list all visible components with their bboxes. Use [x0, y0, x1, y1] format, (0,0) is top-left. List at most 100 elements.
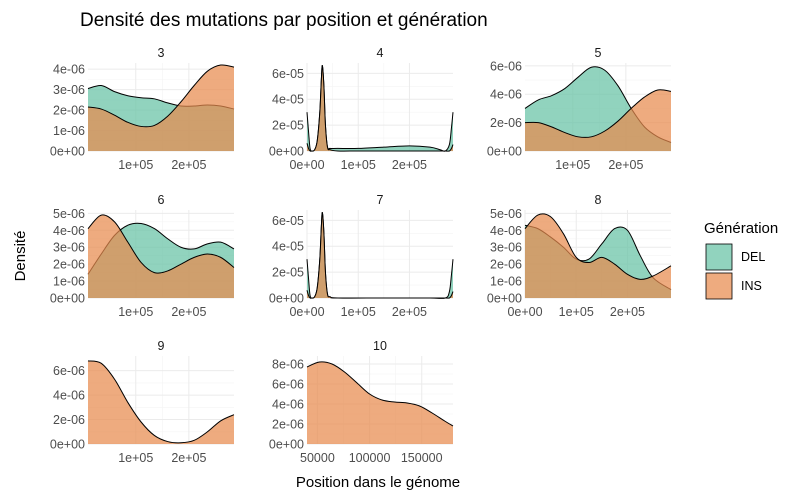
y-tick-label: 4e-06: [272, 398, 304, 412]
density-line-ins: [524, 213, 672, 280]
y-tick-label: 8e-06: [272, 358, 304, 372]
density-area-del: [307, 212, 453, 299]
density-line-del: [306, 65, 454, 152]
y-axis-title: Densité: [12, 231, 29, 282]
y-tick-label: 2e-06: [53, 258, 85, 272]
y-tick-label: 5e-06: [490, 207, 522, 221]
facet-panel-10: 10 50000 100000 150000 0e+00 2e-06 4e-06 6e-06 8…: [269, 339, 454, 465]
legend-label-del: DEL: [741, 250, 765, 264]
y-tick-label: 4e-06: [490, 88, 522, 102]
density-line-del: [306, 212, 454, 299]
x-tick-label: 50000: [300, 451, 335, 465]
y-tick-label: 4e-05: [272, 93, 304, 107]
facet-label: 6: [158, 193, 165, 207]
x-tick-label: 1e+05: [341, 305, 376, 319]
legend-label-ins: INS: [741, 279, 762, 293]
y-tick-label: 0e+00: [269, 292, 304, 306]
y-tick-label: 0e+00: [50, 292, 85, 306]
chart-title: Densité des mutations par position et gé…: [80, 10, 488, 31]
y-tick-label: 4e-05: [272, 240, 304, 254]
facet-panel-9: 9 1e+05 2e+05 0e+00 2e-06 4e-06 6e-06: [50, 339, 235, 465]
density-area-ins: [88, 64, 234, 151]
x-tick-label: 1e+05: [118, 158, 153, 172]
x-tick-label: 1e+05: [555, 158, 590, 172]
y-tick-label: 0e+00: [269, 438, 304, 452]
y-tick-label: 3e-06: [53, 83, 85, 97]
y-tick-label: 0e+00: [50, 145, 85, 159]
y-tick-label: 4e-06: [490, 224, 522, 238]
y-tick-label: 2e-06: [490, 258, 522, 272]
x-tick-label: 2e+05: [392, 158, 427, 172]
legend-title: Génération: [704, 220, 778, 237]
y-tick-label: 4e-06: [53, 63, 85, 77]
y-tick-label: 2e-06: [490, 116, 522, 130]
density-area-ins: [525, 213, 671, 298]
y-tick-label: 0e+00: [487, 292, 522, 306]
x-tick-label: 2e+05: [608, 158, 643, 172]
y-tick-label: 2e-06: [272, 418, 304, 432]
facet-panel-4: 4 0e+00 1e+05 2e+05 0e+00 2e-05 4e-05 6e-05: [269, 46, 454, 172]
density-area-ins: [307, 65, 453, 152]
density-line-ins: [306, 65, 454, 152]
facet-label: 9: [158, 339, 165, 353]
density-area-ins: [307, 212, 453, 299]
legend: Génération DEL INS: [704, 220, 778, 300]
y-tick-label: 6e-06: [490, 59, 522, 73]
facet-panel-8: 8 0e+00 1e+05 2e+05 0e+00 1e-06 2e-06 3e-06 4e-0…: [487, 193, 672, 319]
density-line-ins: [306, 361, 454, 427]
x-tick-label: 100000: [349, 451, 391, 465]
y-tick-label: 0e+00: [269, 145, 304, 159]
y-tick-label: 2e-06: [53, 104, 85, 118]
facet-panels: 3 1e+05 2e+05 0e+00 1e-06 2e-06 3e-06 4e-06 4 0e+…: [50, 46, 672, 465]
x-tick-label: 2e+05: [392, 305, 427, 319]
x-tick-label: 1e+05: [559, 305, 594, 319]
density-area-ins: [88, 214, 234, 298]
facet-label: 10: [373, 339, 387, 353]
density-line-ins: [524, 89, 672, 138]
x-tick-label: 1e+05: [118, 305, 153, 319]
y-tick-label: 0e+00: [50, 438, 85, 452]
x-tick-label: 1e+05: [118, 451, 153, 465]
facet-panel-5: 5 1e+05 2e+05 0e+00 2e-06 4e-06 6e-06: [487, 46, 672, 172]
x-tick-label: 2e+05: [171, 305, 206, 319]
x-tick-label: 2e+05: [171, 451, 206, 465]
y-tick-label: 6e-06: [53, 364, 85, 378]
y-tick-label: 3e-06: [490, 241, 522, 255]
density-line-ins: [87, 360, 235, 444]
density-area-ins: [88, 360, 234, 444]
facet-panel-3: 3 1e+05 2e+05 0e+00 1e-06 2e-06 3e-06 4e-06: [50, 46, 235, 172]
y-tick-label: 1e-06: [53, 275, 85, 289]
y-tick-label: 6e-05: [272, 214, 304, 228]
y-tick-label: 4e-06: [53, 389, 85, 403]
facet-label: 4: [377, 46, 384, 60]
density-area-del: [307, 65, 453, 152]
x-tick-label: 2e+05: [610, 305, 645, 319]
y-tick-label: 3e-06: [53, 241, 85, 255]
x-tick-label: 0e+00: [289, 305, 324, 319]
x-tick-label: 0e+00: [289, 158, 324, 172]
facet-label: 7: [377, 193, 384, 207]
density-area-ins: [525, 89, 671, 151]
density-line-ins: [306, 212, 454, 299]
facet-label: 8: [595, 193, 602, 207]
y-tick-label: 6e-05: [272, 67, 304, 81]
facet-panel-7: 7 0e+00 1e+05 2e+05 0e+00 2e-05 4e-05 6e-05: [269, 193, 454, 319]
density-line-ins: [87, 214, 235, 274]
y-tick-label: 2e-06: [53, 413, 85, 427]
y-tick-label: 0e+00: [487, 145, 522, 159]
y-tick-label: 2e-05: [272, 119, 304, 133]
legend-key-ins: [705, 272, 733, 300]
x-tick-label: 0e+00: [507, 305, 542, 319]
y-tick-label: 1e-06: [53, 124, 85, 138]
x-axis-title: Position dans le génome: [296, 474, 460, 491]
facet-label: 5: [595, 46, 602, 60]
y-tick-label: 2e-05: [272, 266, 304, 280]
x-tick-label: 2e+05: [171, 158, 206, 172]
x-tick-label: 1e+05: [341, 158, 376, 172]
facet-panel-6: 6 1e+05 2e+05 0e+00 1e-06 2e-06 3e-06 4e-06 5e-0…: [50, 193, 235, 319]
density-line-ins: [87, 64, 235, 128]
density-area-ins: [307, 361, 453, 444]
facet-label: 3: [158, 46, 165, 60]
x-tick-label: 150000: [401, 451, 443, 465]
